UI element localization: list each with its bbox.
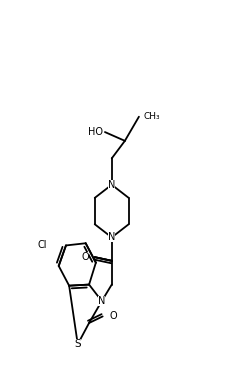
Text: N: N — [98, 296, 105, 306]
Text: CH₃: CH₃ — [143, 112, 160, 121]
Text: Cl: Cl — [38, 240, 47, 251]
Text: N: N — [108, 180, 115, 190]
Text: S: S — [74, 339, 81, 349]
Text: N: N — [108, 233, 115, 243]
Text: O: O — [109, 311, 117, 321]
Text: HO: HO — [88, 127, 103, 137]
Text: O: O — [81, 252, 88, 262]
